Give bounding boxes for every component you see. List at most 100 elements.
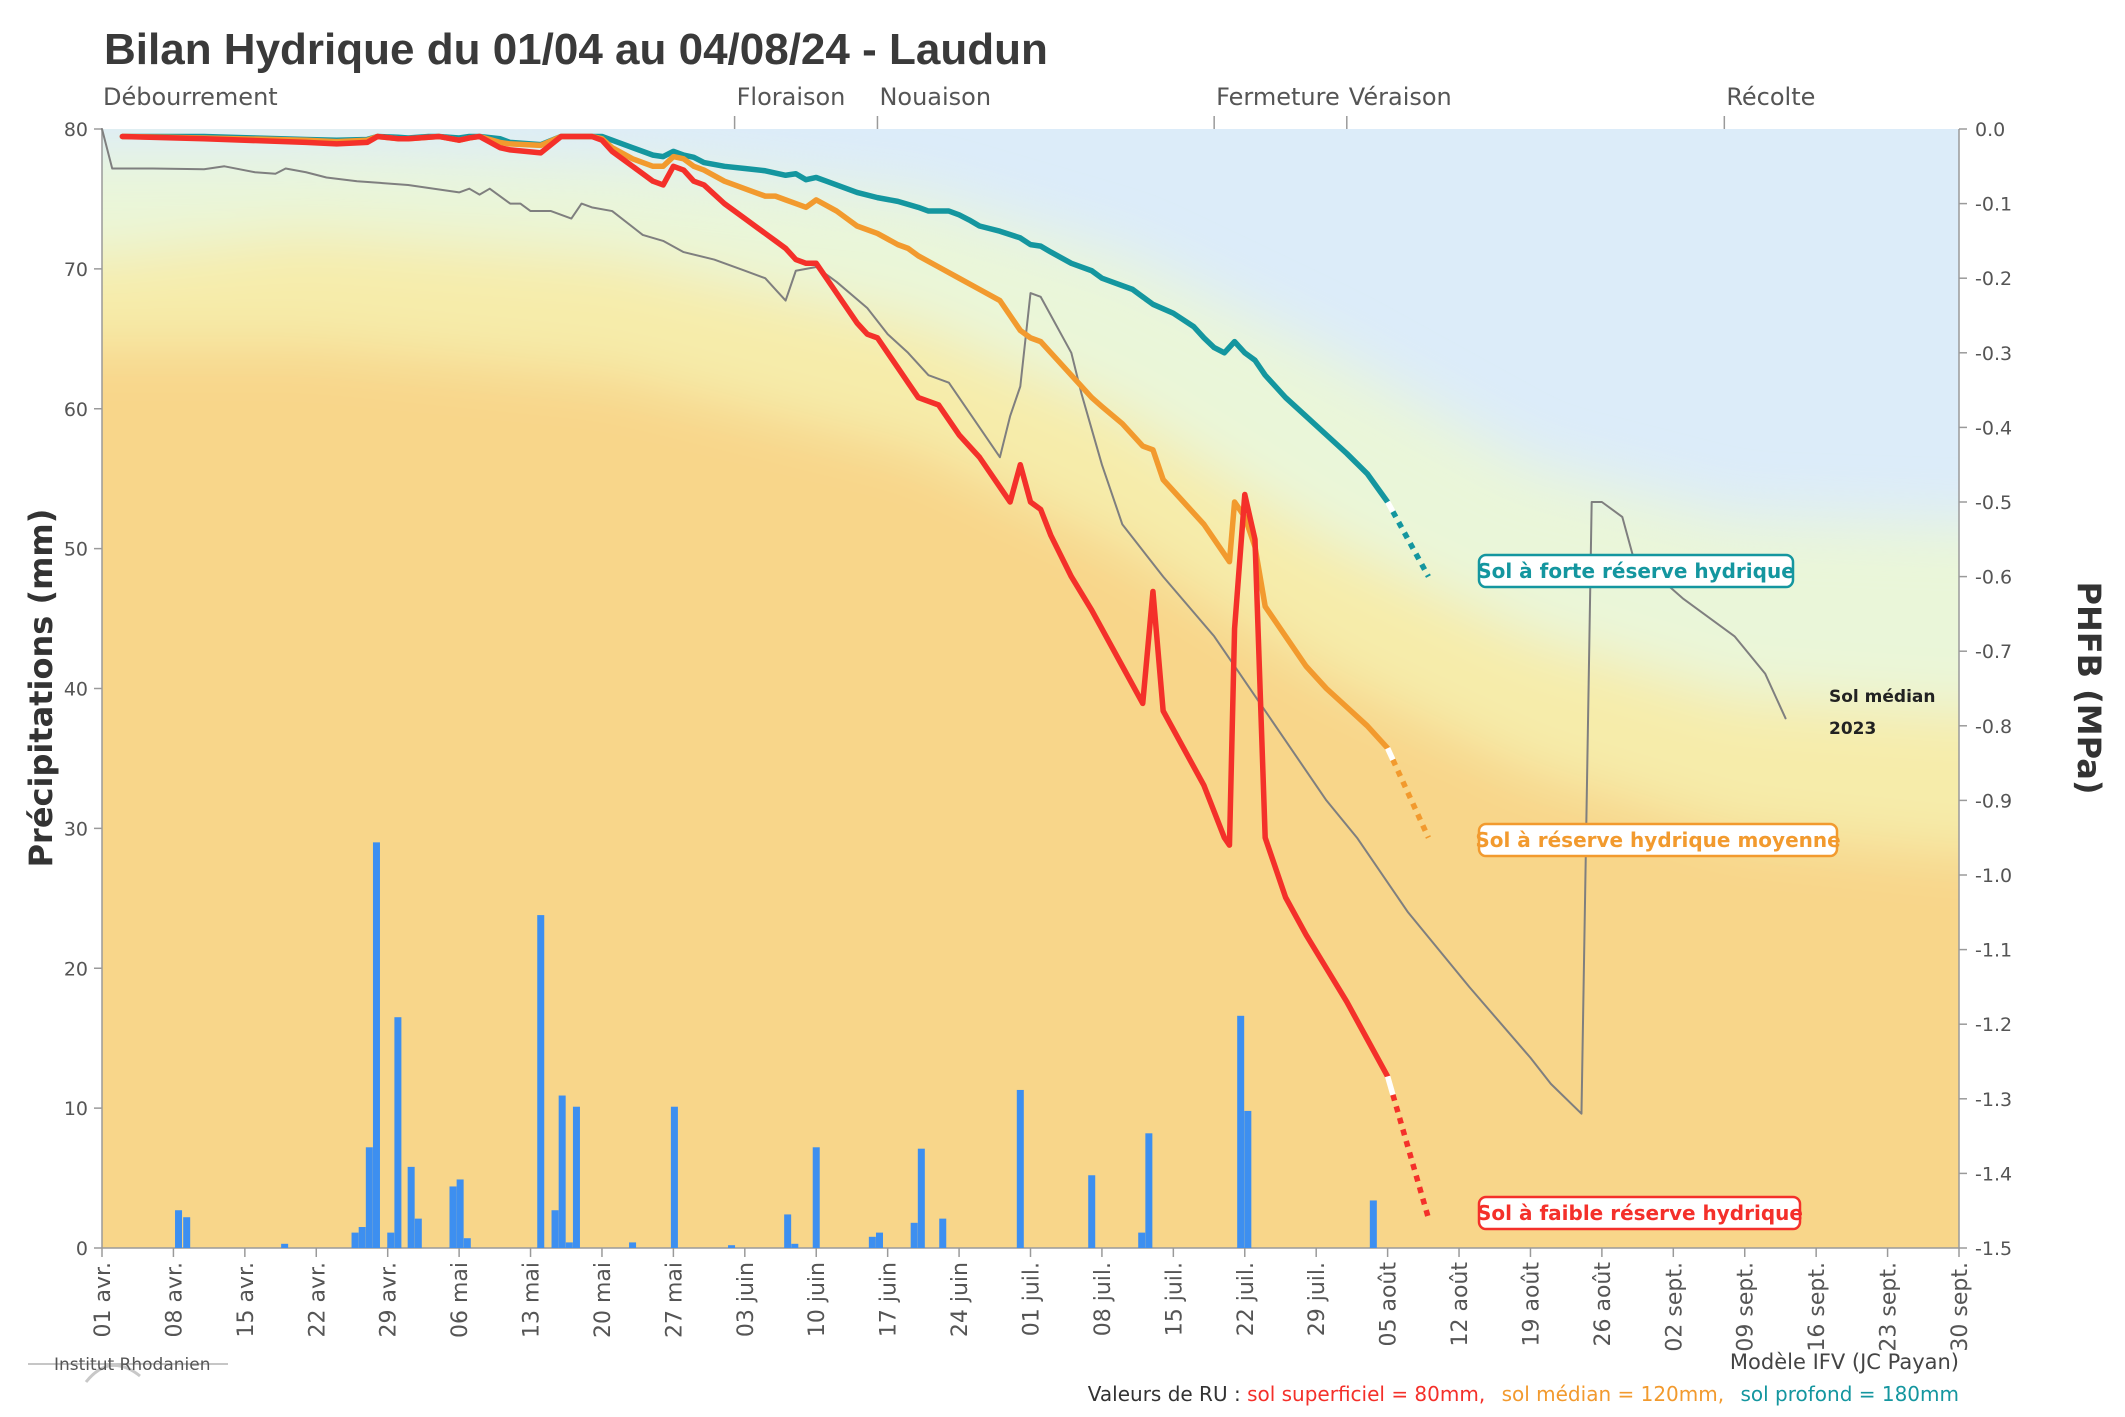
- x-tick-label: 29 juil.: [1305, 1262, 1330, 1336]
- x-tick-label: 02 sept.: [1662, 1262, 1687, 1352]
- precip-bar: [1145, 1133, 1153, 1248]
- x-tick-label: 01 juil.: [1020, 1262, 1045, 1336]
- x-tick-label: 06 mai: [448, 1262, 473, 1338]
- precip-bar: [728, 1245, 736, 1248]
- ru-prefix: Valeurs de RU :: [1088, 1382, 1247, 1406]
- ru-profond: sol profond = 180mm: [1740, 1382, 1959, 1406]
- precip-bar: [372, 842, 380, 1248]
- x-tick-label: 08 juil.: [1091, 1262, 1116, 1336]
- precip-bar: [183, 1217, 191, 1248]
- precip-bar: [1016, 1089, 1024, 1248]
- precip-bar: [670, 1106, 678, 1248]
- x-tick-label: 03 juin: [734, 1262, 759, 1337]
- y-right-tick-label: -0.1: [1975, 194, 2012, 216]
- line-sol-reserve-moyenne-gap: [1385, 747, 1396, 761]
- y-right-tick-label: -0.5: [1975, 492, 2012, 514]
- band-group: [102, 151, 1959, 1248]
- x-tick-label: 01 avr.: [91, 1262, 116, 1338]
- x-tick-label: 15 avr.: [234, 1262, 259, 1338]
- model-credit: Modèle IFV (JC Payan): [1730, 1350, 1959, 1374]
- precip-bar: [572, 1106, 580, 1248]
- y-left-tick-label: 20: [64, 958, 88, 980]
- stage-label: Récolte: [1726, 83, 1815, 111]
- y-left-tick-label: 50: [64, 539, 88, 561]
- y-right-tick-label: -0.8: [1975, 716, 2012, 738]
- y-left-tick-label: 0: [76, 1238, 88, 1260]
- x-tick-label: 22 juil.: [1234, 1262, 1259, 1336]
- y-right-tick-label: -0.7: [1975, 641, 2012, 663]
- x-tick-label: 16 sept.: [1805, 1262, 1830, 1352]
- precip-bar: [875, 1232, 883, 1248]
- x-tick-label: 22 avr.: [305, 1262, 330, 1338]
- institut-logo-text: Institut Rhodanien: [54, 1355, 210, 1375]
- x-tick-label: 10 juin: [805, 1262, 830, 1337]
- precip-bar: [629, 1242, 637, 1248]
- y-right-tick-label: -0.4: [1975, 417, 2012, 439]
- chart-title: Bilan Hydrique du 01/04 au 04/08/24 - La…: [104, 25, 1048, 74]
- precip-bar: [351, 1232, 359, 1248]
- stage-label: Nouaison: [879, 83, 991, 111]
- y-axis-left-title: Précipitations (mm): [22, 509, 60, 868]
- precip-bar: [463, 1238, 471, 1248]
- line-sol-faible-reserve-forecast: [1390, 1094, 1432, 1219]
- y-right-tick-label: 0.0: [1975, 119, 2005, 141]
- precip-bar: [1138, 1232, 1146, 1248]
- y-right-tick-label: -1.3: [1975, 1089, 2012, 1111]
- precip-bar: [812, 1147, 820, 1248]
- stage-label: Véraison: [1349, 83, 1452, 111]
- precip-bar: [537, 915, 545, 1248]
- phenology-stages: Débourrement Floraison Nouaison Fermeture Vé…: [103, 83, 1815, 129]
- stage-label: Floraison: [737, 83, 846, 111]
- label-forte-box: Sol à forte réserve hydrique: [1477, 553, 1795, 589]
- line-sol-forte-reserve-forecast: [1390, 510, 1431, 578]
- precip-bar: [910, 1222, 918, 1248]
- x-tick-label: 08 avr.: [162, 1262, 187, 1338]
- label-moyenne-text: Sol à réserve hydrique moyenne: [1475, 828, 1840, 852]
- label-sol-median-line2: 2023: [1829, 719, 1876, 739]
- precip-bar: [456, 1179, 464, 1248]
- y-left-tick-label: 10: [64, 1098, 88, 1120]
- label-faible-box: Sol à faible réserve hydrique: [1477, 1195, 1803, 1231]
- precip-bar: [551, 1210, 559, 1248]
- x-tick-label: 24 juin: [948, 1262, 973, 1337]
- precip-bar: [1369, 1200, 1377, 1248]
- precip-bar: [358, 1227, 366, 1248]
- line-sol-faible-reserve-gap: [1384, 1075, 1396, 1096]
- line-sol-faible-reserve: [119, 133, 1391, 1080]
- x-tick-label: 19 août: [1519, 1262, 1544, 1347]
- precip-bar: [868, 1236, 876, 1248]
- y-right-tick-label: -0.9: [1975, 790, 2012, 812]
- y-axis-right-title: PHFB (MPa): [2070, 582, 2108, 795]
- precip-bar: [281, 1243, 289, 1248]
- institut-logo: Institut Rhodanien: [28, 1355, 228, 1383]
- precipitation-bars: [175, 842, 1377, 1248]
- x-tick-label: 26 août: [1591, 1262, 1616, 1347]
- precip-bar: [407, 1166, 415, 1248]
- x-tick-label: 09 sept.: [1734, 1262, 1759, 1352]
- y-left-tick-label: 70: [64, 259, 88, 281]
- ru-median: sol médian = 120mm,: [1502, 1382, 1725, 1406]
- y-right-tick-label: -1.4: [1975, 1163, 2012, 1185]
- precip-bar: [939, 1218, 947, 1248]
- y-right-tick-label: -1.2: [1975, 1014, 2012, 1036]
- y-right-tick-label: -0.2: [1975, 268, 2012, 290]
- x-tick-label: 20 mai: [591, 1262, 616, 1338]
- precip-bar: [449, 1186, 457, 1248]
- phfb-lines: [101, 128, 1787, 1219]
- y-right-tick-label: -0.6: [1975, 567, 2012, 589]
- precip-bar: [394, 1017, 402, 1248]
- x-tick-label: 30 sept.: [1948, 1262, 1973, 1352]
- x-tick-label: 27 mai: [662, 1262, 687, 1338]
- precip-bar: [1237, 1015, 1245, 1248]
- y-left-tick-label: 80: [64, 119, 88, 141]
- precip-bar: [784, 1214, 792, 1248]
- x-tick-label: 05 août: [1377, 1262, 1402, 1347]
- y-right-tick-label: -1.5: [1975, 1238, 2012, 1260]
- y-left-tick-label: 40: [64, 679, 88, 701]
- y-right-tick-label: -1.0: [1975, 865, 2012, 887]
- y-right-tick-label: -1.1: [1975, 940, 2012, 962]
- precip-bar: [175, 1210, 183, 1248]
- stage-label: Fermeture: [1216, 83, 1340, 111]
- precip-bar: [1088, 1175, 1096, 1248]
